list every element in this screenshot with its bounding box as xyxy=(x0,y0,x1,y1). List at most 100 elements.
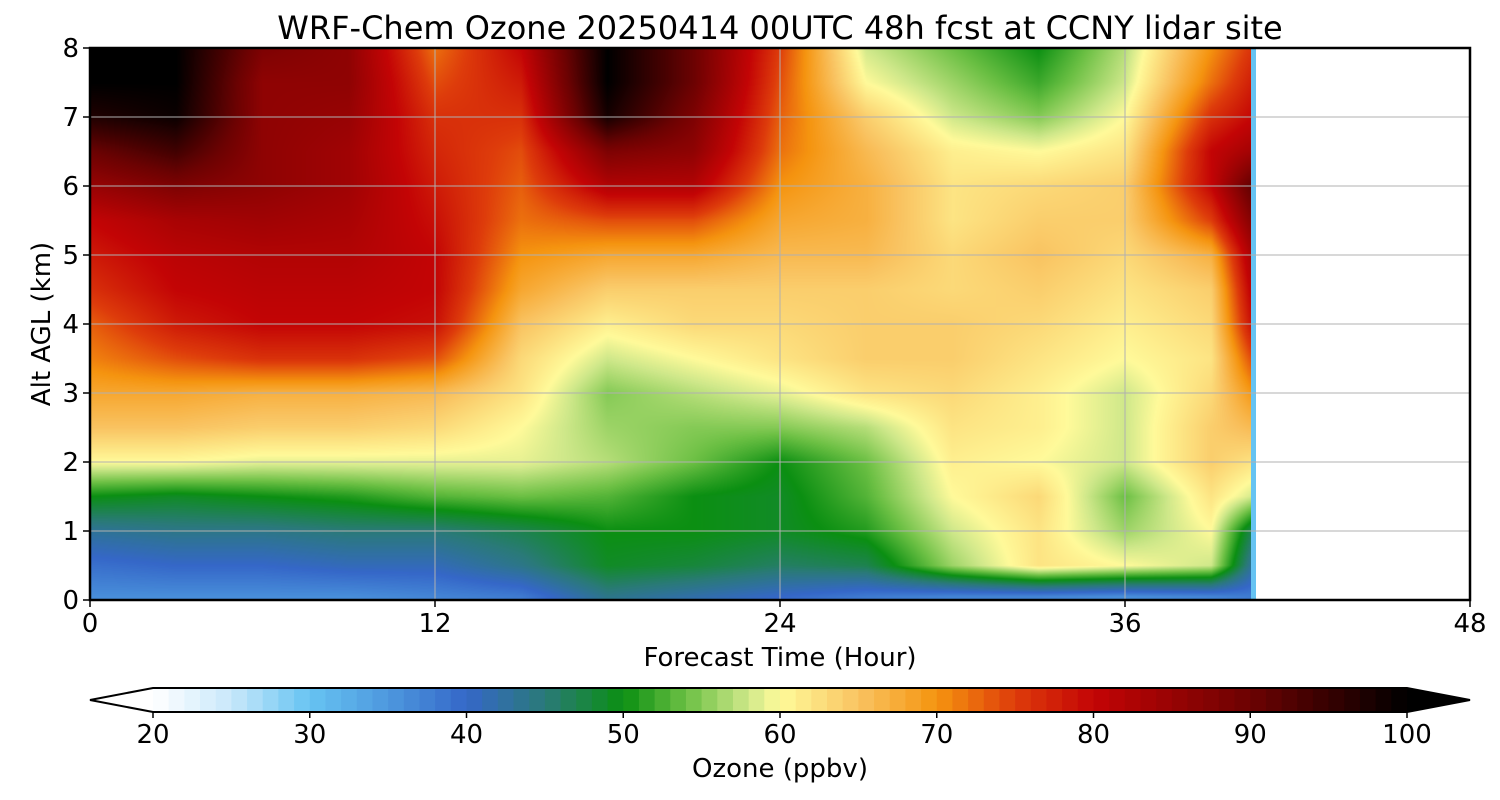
colorbar-tick-label: 50 xyxy=(607,720,640,750)
colorbar-segment xyxy=(936,688,954,712)
x-axis-label: Forecast Time (Hour) xyxy=(643,643,916,673)
colorbar-segment xyxy=(388,688,405,712)
colorbar-segment xyxy=(466,688,483,712)
colorbar-segment xyxy=(1218,688,1236,712)
colorbar-segment xyxy=(168,688,185,712)
y-tick-label: 6 xyxy=(62,172,79,202)
y-tick-label: 0 xyxy=(62,586,79,616)
colorbar-tick-label: 40 xyxy=(450,720,483,750)
colorbar-segment xyxy=(341,688,358,712)
y-tick-label: 8 xyxy=(62,34,79,64)
colorbar-segment xyxy=(278,688,295,712)
colorbar-segment xyxy=(1124,688,1142,712)
y-tick-label: 5 xyxy=(62,241,79,271)
colorbar-segment xyxy=(1312,688,1330,712)
colorbar-segment xyxy=(294,688,311,712)
colorbar-segment xyxy=(1234,688,1251,712)
colorbar-segment xyxy=(1171,688,1189,712)
colorbar-ticks: 20 30 40 50 60 70 80 90 100 xyxy=(136,712,1432,750)
y-tick-label: 1 xyxy=(62,517,79,547)
colorbar-segment xyxy=(356,688,374,712)
y-tick-label: 4 xyxy=(62,310,79,340)
x-axis-ticks: 0 12 24 36 48 xyxy=(82,600,1487,639)
colorbar-segment xyxy=(262,688,279,712)
colorbar-segment xyxy=(874,688,891,712)
colorbar-segment xyxy=(200,688,217,712)
colorbar-segment xyxy=(623,688,640,712)
colorbar-segment xyxy=(1030,688,1048,712)
colorbar-segment xyxy=(983,688,1001,712)
x-tick-label: 48 xyxy=(1453,609,1486,639)
colorbar-segment xyxy=(450,688,468,712)
colorbar-segment xyxy=(576,688,593,712)
colorbar-segment xyxy=(889,688,906,712)
colorbar-segment xyxy=(905,688,922,712)
colorbar-segment xyxy=(607,688,624,712)
colorbar-segment xyxy=(482,688,499,712)
colorbar-tick-label: 100 xyxy=(1382,720,1432,750)
colorbar-segment xyxy=(372,688,389,712)
colorbar-segment xyxy=(968,688,985,712)
colorbar xyxy=(89,687,1471,713)
colorbar-tick-label: 20 xyxy=(136,720,169,750)
colorbar-segment xyxy=(748,688,765,712)
colorbar-segment xyxy=(1375,688,1392,712)
colorbar-segment xyxy=(795,688,812,712)
colorbar-tick-label: 90 xyxy=(1234,720,1267,750)
colorbar-segment xyxy=(858,688,875,712)
colorbar-segment xyxy=(685,688,703,712)
colorbar-segment xyxy=(921,688,938,712)
colorbar-segment xyxy=(1187,688,1204,712)
colorbar-segment xyxy=(309,688,327,712)
colorbar-segment xyxy=(717,688,734,712)
colorbar-segment xyxy=(732,688,750,712)
colorbar-extend-min xyxy=(90,688,153,712)
colorbar-tick-label: 80 xyxy=(1077,720,1110,750)
chart-title: WRF-Chem Ozone 20250414 00UTC 48h fcst a… xyxy=(277,9,1282,47)
y-tick-label: 7 xyxy=(62,103,79,133)
colorbar-extend-max xyxy=(1407,688,1470,712)
colorbar-segment xyxy=(231,688,248,712)
colorbar-segment xyxy=(1297,688,1314,712)
x-tick-label: 36 xyxy=(1108,609,1141,639)
colorbar-segment xyxy=(827,688,844,712)
colorbar-segment xyxy=(1265,688,1283,712)
colorbar-segment xyxy=(1077,688,1095,712)
colorbar-segment xyxy=(1328,688,1345,712)
colorbar-label: Ozone (ppbv) xyxy=(692,754,868,784)
grid-lines xyxy=(90,48,1470,600)
colorbar-segment xyxy=(325,688,342,712)
colorbar-segment xyxy=(1046,688,1063,712)
colorbar-segment xyxy=(247,688,264,712)
y-axis-ticks: 0 1 2 3 4 5 6 7 8 xyxy=(62,34,90,616)
colorbar-segment xyxy=(435,688,452,712)
colorbar-segment xyxy=(1156,688,1173,712)
colorbar-segment xyxy=(842,688,859,712)
x-tick-label: 24 xyxy=(763,609,796,639)
colorbar-segment xyxy=(670,688,687,712)
colorbar-segment xyxy=(1109,688,1126,712)
colorbar-segment xyxy=(1062,688,1079,712)
colorbar-segment xyxy=(419,688,436,712)
colorbar-segment xyxy=(764,688,781,712)
colorbar-segment xyxy=(1203,688,1220,712)
colorbar-tick-label: 60 xyxy=(763,720,796,750)
colorbar-segment xyxy=(1015,688,1032,712)
colorbar-segment xyxy=(638,688,656,712)
colorbar-segment xyxy=(560,688,577,712)
y-axis-label: Alt AGL (km) xyxy=(27,242,57,406)
colorbar-segment xyxy=(591,688,609,712)
colorbar-segment xyxy=(654,688,671,712)
colorbar-segment xyxy=(952,688,969,712)
colorbar-tick-label: 70 xyxy=(920,720,953,750)
colorbar-segment xyxy=(497,688,515,712)
y-tick-label: 3 xyxy=(62,379,79,409)
colorbar-segment xyxy=(1391,688,1408,712)
colorbar-segment xyxy=(215,688,232,712)
colorbar-segment xyxy=(403,688,421,712)
colorbar-segment xyxy=(1250,688,1267,712)
x-tick-label: 12 xyxy=(418,609,451,639)
colorbar-segment xyxy=(529,688,546,712)
colorbar-segment xyxy=(780,688,797,712)
